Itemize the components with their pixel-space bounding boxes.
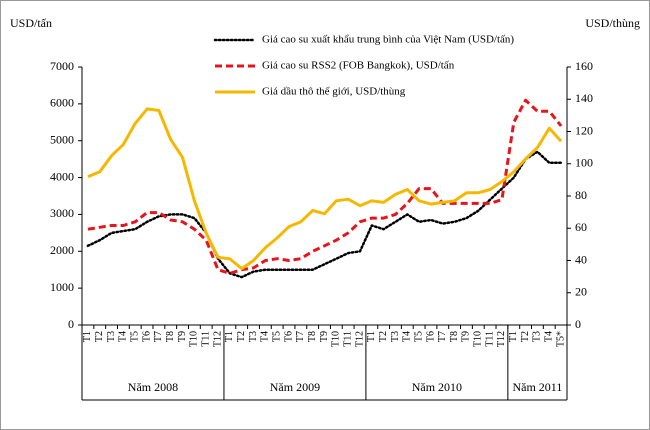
x-tick-label: T5 bbox=[130, 331, 141, 342]
x-tick-label: T2 bbox=[378, 331, 389, 342]
x-tick-label: T10 bbox=[473, 331, 484, 347]
series-line bbox=[87, 107, 563, 271]
x-tick-label: T8 bbox=[449, 331, 460, 342]
x-tick-label: T9 bbox=[319, 331, 330, 342]
x-tick-label: T12 bbox=[496, 331, 507, 347]
x-tick-label: T5 bbox=[271, 331, 282, 342]
x-tick-label: T5* bbox=[555, 331, 566, 347]
y-tick-label: 1000 bbox=[50, 280, 74, 294]
x-tick-label: T5 bbox=[413, 331, 424, 342]
y-tick-label: 4000 bbox=[50, 169, 74, 183]
series-line bbox=[86, 150, 563, 279]
x-tick-label: T7 bbox=[295, 331, 306, 342]
legend-label: Giá dầu thô thế giới, USD/thùng bbox=[262, 86, 406, 98]
x-tick-label: T10 bbox=[331, 331, 342, 347]
x-tick-label: T4 bbox=[402, 331, 413, 342]
x-tick-label: T6 bbox=[283, 331, 294, 342]
y2-tick-label: 120 bbox=[575, 123, 593, 137]
x-tick-label: T7 bbox=[437, 331, 448, 342]
x-tick-label: T3 bbox=[390, 331, 401, 342]
group-label: Năm 2011 bbox=[512, 380, 562, 394]
x-tick-label: T7 bbox=[153, 331, 164, 342]
y-tick-label: 6000 bbox=[50, 96, 74, 110]
y-axis-title: USD/tấn bbox=[10, 16, 52, 30]
x-tick-label: T8 bbox=[307, 331, 318, 342]
x-tick-label: T6 bbox=[425, 331, 436, 342]
y2-tick-label: 0 bbox=[575, 317, 581, 331]
y-tick-label: 3000 bbox=[50, 206, 74, 220]
y-tick-label: 5000 bbox=[50, 132, 74, 146]
x-tick-label: T12 bbox=[212, 331, 223, 347]
y-tick-label: 0 bbox=[68, 317, 74, 331]
legend-label: Giá cao su RSS2 (FOB Bangkok), USD/tấn bbox=[262, 60, 455, 72]
x-tick-label: T2 bbox=[520, 331, 531, 342]
series-line bbox=[87, 98, 563, 275]
x-tick-label: T3 bbox=[532, 331, 543, 342]
x-tick-label: T1 bbox=[82, 331, 93, 342]
x-tick-label: T1 bbox=[508, 331, 519, 342]
x-tick-label: T3 bbox=[106, 331, 117, 342]
x-tick-label: T1 bbox=[366, 331, 377, 342]
y2-tick-label: 40 bbox=[575, 252, 587, 266]
y2-tick-label: 60 bbox=[575, 220, 587, 234]
x-tick-label: T3 bbox=[248, 331, 259, 342]
x-tick-label: T6 bbox=[141, 331, 152, 342]
group-label: Năm 2008 bbox=[128, 380, 178, 394]
x-tick-label: T9 bbox=[461, 331, 472, 342]
y2-tick-label: 160 bbox=[575, 59, 593, 73]
x-tick-label: T4 bbox=[118, 331, 129, 342]
group-label: Năm 2009 bbox=[270, 380, 320, 394]
x-tick-label: T2 bbox=[94, 331, 105, 342]
y2-tick-label: 20 bbox=[575, 285, 587, 299]
y2-axis-title: USD/thùng bbox=[585, 16, 640, 30]
y2-tick-label: 80 bbox=[575, 188, 587, 202]
y-tick-label: 7000 bbox=[50, 59, 74, 73]
x-tick-label: T2 bbox=[236, 331, 247, 342]
x-tick-label: T10 bbox=[189, 331, 200, 347]
x-tick-label: T4 bbox=[260, 331, 271, 342]
x-tick-label: T1 bbox=[224, 331, 235, 342]
y2-tick-label: 140 bbox=[575, 91, 593, 105]
x-tick-label: T11 bbox=[342, 331, 353, 347]
x-tick-label: T11 bbox=[484, 331, 495, 347]
x-tick-label: T11 bbox=[201, 331, 212, 347]
legend-label: Giá cao su xuất khẩu trung bình của Việt… bbox=[262, 34, 514, 46]
x-tick-label: T8 bbox=[165, 331, 176, 342]
y-tick-label: 2000 bbox=[50, 243, 74, 257]
x-tick-label: T12 bbox=[354, 331, 365, 347]
x-tick-label: T9 bbox=[177, 331, 188, 342]
y2-tick-label: 100 bbox=[575, 156, 593, 170]
group-label: Năm 2010 bbox=[412, 380, 462, 394]
x-tick-label: T4 bbox=[544, 331, 555, 342]
